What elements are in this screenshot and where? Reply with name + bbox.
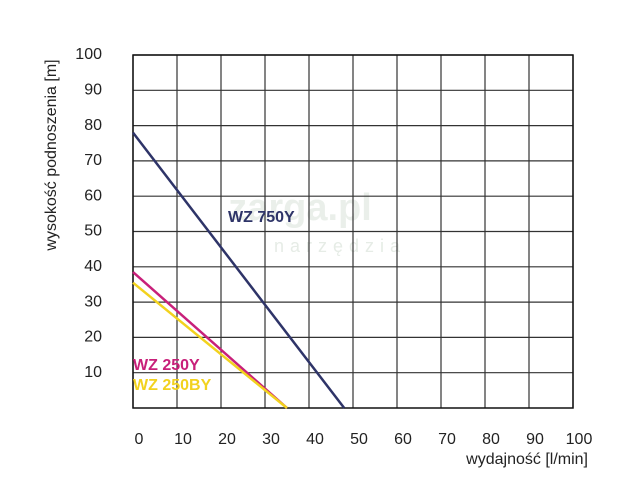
x-axis-label: wydajność [l/min] [465, 451, 588, 468]
series-label: WZ 750Y [228, 209, 295, 226]
y-tick-label: 30 [84, 293, 102, 310]
x-tick-label: 20 [218, 431, 236, 448]
x-tick-label: 10 [174, 431, 192, 448]
x-tick-label: 40 [306, 431, 324, 448]
x-tick-label: 60 [394, 431, 412, 448]
x-tick-label: 80 [482, 431, 500, 448]
x-tick-label: 50 [350, 431, 368, 448]
x-tick-label: 30 [262, 431, 280, 448]
x-tick-label: 70 [438, 431, 456, 448]
watermark: narzędzia [274, 236, 406, 256]
y-tick-label: 60 [84, 187, 102, 204]
y-tick-label: 80 [84, 117, 102, 134]
y-axis-label: wysokość podnoszenia [m] [43, 59, 60, 251]
series-line [132, 281, 288, 409]
y-tick-label: 40 [84, 258, 102, 275]
y-tick-label: 50 [84, 223, 102, 240]
y-tick-label: 20 [84, 329, 102, 346]
watermark: zarga.pl [228, 187, 372, 229]
x-tick-label: 100 [566, 431, 593, 448]
plot-frame [132, 54, 574, 409]
y-tick-label: 70 [84, 152, 102, 169]
series-label: WZ 250BY [133, 377, 212, 394]
y-tick-label: 10 [84, 364, 102, 381]
y-tick-label: 100 [75, 46, 102, 63]
series-line [132, 271, 288, 409]
x-tick-label: 0 [135, 431, 144, 448]
x-tick-label: 90 [526, 431, 544, 448]
y-tick-label: 90 [84, 82, 102, 99]
series-label: WZ 250Y [133, 357, 200, 374]
series-line [132, 131, 346, 409]
